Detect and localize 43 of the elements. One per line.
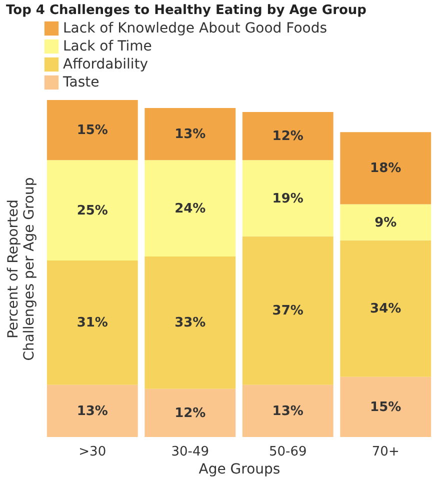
data-label: 31%: [76, 316, 108, 331]
bar: [242, 160, 334, 236]
bar: [340, 204, 432, 240]
bar: [46, 160, 138, 260]
bar: [46, 260, 138, 385]
legend-label: Lack of Time: [63, 38, 152, 54]
bar: [242, 384, 334, 437]
data-label: 18%: [370, 161, 402, 176]
data-label: 12%: [272, 129, 304, 144]
bar: [144, 256, 236, 389]
data-label: 25%: [76, 203, 108, 218]
data-label: 13%: [76, 404, 108, 419]
data-label: 13%: [272, 404, 304, 419]
y-axis-title: Percent of Reported Challenges per Age Group: [6, 177, 38, 361]
legend-label: Affordability: [63, 56, 148, 72]
bar: [242, 236, 334, 385]
data-label: 37%: [272, 304, 304, 319]
legend-label: Taste: [62, 74, 100, 90]
x-tick-label: 50-69: [268, 444, 307, 460]
bar: [144, 160, 236, 256]
bar: [144, 108, 236, 160]
bar: [340, 132, 432, 204]
data-label: 15%: [76, 123, 108, 138]
bar: [340, 240, 432, 377]
legend-label: Lack of Knowledge About Good Foods: [63, 20, 328, 36]
x-tick-label: 30-49: [171, 444, 210, 460]
bar: [46, 100, 138, 160]
x-tick-label: 70+: [372, 444, 400, 460]
chart-title: Top 4 Challenges to Healthy Eating by Age Group: [6, 3, 366, 18]
bar: [144, 388, 236, 437]
x-axis-title: Age Groups: [198, 462, 280, 478]
x-tick-label: >30: [78, 444, 106, 460]
bar: [46, 384, 138, 437]
bar: [242, 112, 334, 160]
data-label: 9%: [374, 215, 397, 230]
bar: [340, 376, 432, 437]
data-label: 12%: [174, 406, 206, 421]
data-label: 34%: [370, 302, 402, 317]
data-label: 24%: [174, 201, 206, 216]
data-label: 19%: [272, 191, 304, 206]
data-label: 13%: [174, 127, 206, 142]
data-label: 15%: [370, 400, 402, 415]
data-label: 33%: [174, 316, 206, 331]
